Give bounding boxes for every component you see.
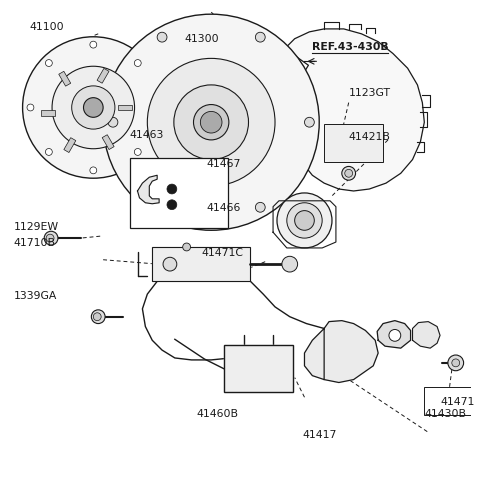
Circle shape [304,117,314,127]
Circle shape [342,167,356,180]
Text: 41467: 41467 [206,159,240,170]
Circle shape [277,193,332,248]
Text: 41421B: 41421B [348,132,391,142]
Bar [59,72,71,86]
Circle shape [103,14,319,230]
Circle shape [174,85,249,160]
Polygon shape [137,175,159,204]
Circle shape [134,60,141,67]
Bar [152,247,251,281]
Circle shape [157,32,167,42]
Bar [102,135,114,149]
Polygon shape [224,345,293,392]
Bar [224,345,293,392]
Circle shape [167,200,177,210]
Bar [64,138,76,152]
Circle shape [72,86,115,129]
Text: 41463: 41463 [130,130,164,140]
Circle shape [183,243,191,251]
Circle shape [90,167,97,174]
Circle shape [255,202,265,212]
Bar [130,158,228,228]
Circle shape [108,117,118,127]
Text: 41417: 41417 [302,430,337,441]
Circle shape [44,231,58,245]
Polygon shape [285,29,424,191]
Circle shape [91,310,105,323]
Circle shape [200,111,222,133]
Circle shape [23,37,164,178]
Circle shape [93,313,101,320]
Text: 41466: 41466 [206,202,240,213]
Text: 41460B: 41460B [196,409,239,419]
Bar [97,69,109,83]
Circle shape [295,211,314,230]
Circle shape [46,234,54,242]
Text: 41710B: 41710B [14,238,56,248]
Polygon shape [412,321,440,348]
Text: 1339GA: 1339GA [14,291,57,301]
Circle shape [345,170,353,177]
Circle shape [163,257,177,271]
Bar [324,124,383,162]
Bar [424,388,475,415]
Circle shape [157,202,167,212]
Circle shape [27,104,34,111]
Text: 41300: 41300 [185,34,219,44]
Circle shape [255,32,265,42]
Text: REF.43-430B: REF.43-430B [312,42,389,51]
Circle shape [448,355,464,371]
Circle shape [193,104,229,140]
Circle shape [452,359,460,367]
Bar [118,104,132,110]
Circle shape [153,104,160,111]
Polygon shape [152,247,251,281]
Text: 1129EW: 1129EW [14,222,59,232]
Polygon shape [304,320,378,383]
Bar [41,110,55,116]
Circle shape [84,98,103,117]
Circle shape [46,148,52,155]
Circle shape [134,148,141,155]
Polygon shape [377,320,410,348]
Text: 41430B: 41430B [424,409,466,419]
Text: 41471: 41471 [440,397,474,407]
Circle shape [287,203,322,238]
Circle shape [389,329,401,341]
Circle shape [46,60,52,67]
Text: 1123GT: 1123GT [348,88,391,98]
Circle shape [167,184,177,194]
Circle shape [147,58,275,186]
Circle shape [90,41,97,48]
Text: 41471C: 41471C [201,248,243,258]
Circle shape [52,66,134,149]
Text: 41100: 41100 [29,22,64,32]
Circle shape [282,256,298,272]
